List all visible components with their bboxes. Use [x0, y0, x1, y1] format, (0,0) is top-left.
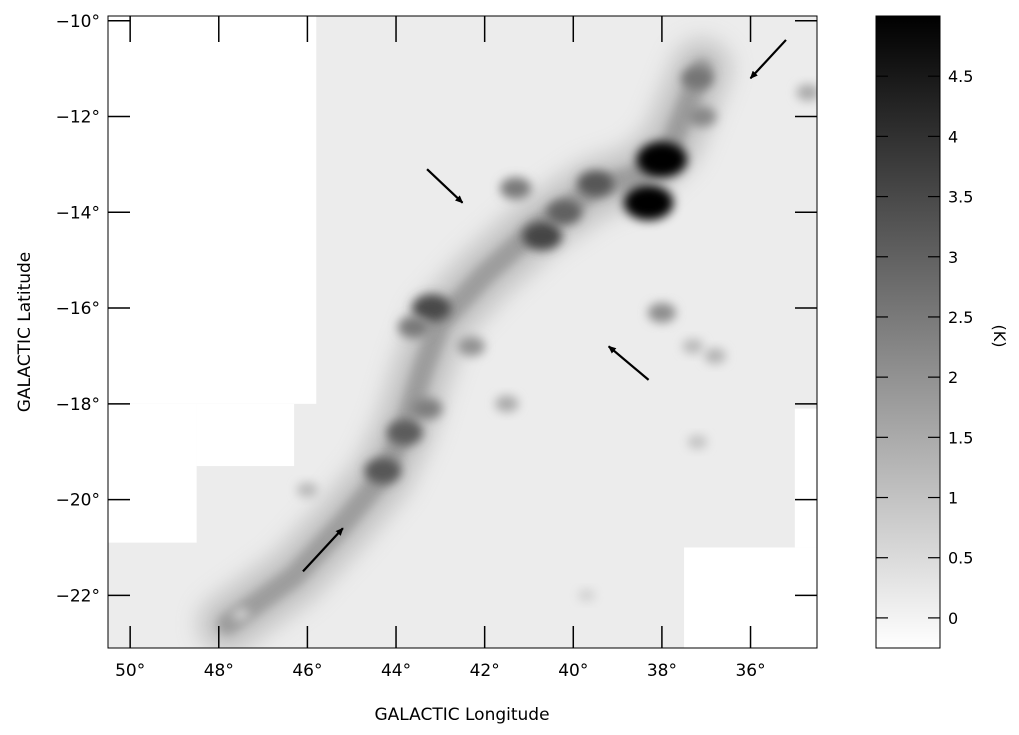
colorbar-tick-label: 0: [948, 609, 958, 628]
emission-peak: [231, 608, 251, 621]
emission-peak: [647, 302, 676, 323]
emission-map: [197, 38, 817, 648]
x-tick-label: 46°: [292, 661, 322, 681]
y-axis-ticks: −10° −12° −14° −16° −18° −20° −22°: [56, 12, 817, 606]
colorbar-tick-label: 3: [948, 248, 958, 267]
unobserved-region: [108, 16, 317, 404]
y-tick-label: −10°: [56, 12, 100, 32]
emission-peak: [457, 336, 486, 357]
emission-peak: [623, 185, 674, 221]
x-tick-label: 38°: [647, 661, 677, 681]
unobserved-region: [108, 403, 197, 543]
emission-peak: [687, 435, 708, 450]
y-tick-label: −22°: [56, 586, 100, 606]
x-tick-label: 48°: [204, 661, 234, 681]
annotation-arrow: [426, 168, 464, 204]
x-tick-label: 40°: [558, 661, 588, 681]
emission-peak: [386, 419, 423, 446]
unobserved-region: [196, 403, 295, 467]
x-tick-label: 50°: [115, 661, 145, 681]
colorbar-tick-label: 3.5: [948, 188, 973, 207]
emission-peak: [522, 222, 563, 251]
y-tick-label: −18°: [56, 395, 100, 415]
emission-peak: [296, 482, 319, 498]
emission-peak: [577, 170, 614, 197]
filament-spine: [216, 57, 713, 636]
colorbar-tick-label: 0.5: [948, 549, 973, 568]
y-tick-label: −20°: [56, 491, 100, 511]
emission-peak: [687, 106, 717, 127]
emission-peak: [577, 589, 596, 602]
x-tick-label: 44°: [381, 661, 411, 681]
emission-peak: [398, 316, 430, 339]
annotation-arrow: [607, 345, 650, 381]
map-plot-area: [107, 15, 818, 649]
emission-peak: [412, 294, 451, 322]
x-tick-label: 36°: [735, 661, 765, 681]
colorbar-tick-label: 4.5: [948, 67, 973, 86]
colorbar-tick-label: 4: [948, 127, 958, 146]
unobserved-region: [794, 408, 817, 548]
map-frame: [107, 15, 818, 649]
annotation-arrow: [749, 39, 787, 79]
emission-peak: [704, 348, 727, 364]
colorbar-gradient: [875, 15, 941, 649]
emission-peak: [636, 141, 688, 178]
emission-peak: [364, 457, 402, 484]
colorbar-tick-label: 1: [948, 489, 958, 508]
colorbar-tick-label: 1.5: [948, 428, 973, 447]
y-tick-label: −16°: [56, 299, 100, 319]
x-axis-ticks: 50° 48° 46° 44° 42° 40° 38° 36°: [115, 16, 766, 681]
emission-peak: [796, 84, 817, 101]
emission-peak: [546, 199, 582, 225]
emission-peak: [411, 397, 443, 420]
y-tick-label: −14°: [56, 203, 100, 223]
x-axis-label: GALACTIC Longitude: [374, 705, 549, 725]
colorbar-tick-label: 2: [948, 368, 958, 387]
y-axis-label: GALACTIC Latitude: [15, 252, 35, 413]
colorbar-ticks: 0 0.5 1 1.5 2 2.5 3 3.5 4 4.5: [876, 67, 973, 628]
colorbar-label: (K): [990, 325, 1009, 348]
x-tick-label: 42°: [470, 661, 500, 681]
emission-peak: [495, 395, 519, 413]
emission-peak: [681, 66, 714, 90]
annotation-arrow: [302, 527, 344, 573]
y-tick-label: −12°: [56, 108, 100, 128]
colorbar-tick-label: 2.5: [948, 308, 973, 327]
colorbar: 0 0.5 1 1.5 2 2.5 3 3.5 4 4.5 (K): [875, 15, 1009, 649]
annotation-arrows: [302, 39, 787, 573]
emission-peak: [500, 177, 532, 200]
emission-peak: [682, 338, 704, 354]
